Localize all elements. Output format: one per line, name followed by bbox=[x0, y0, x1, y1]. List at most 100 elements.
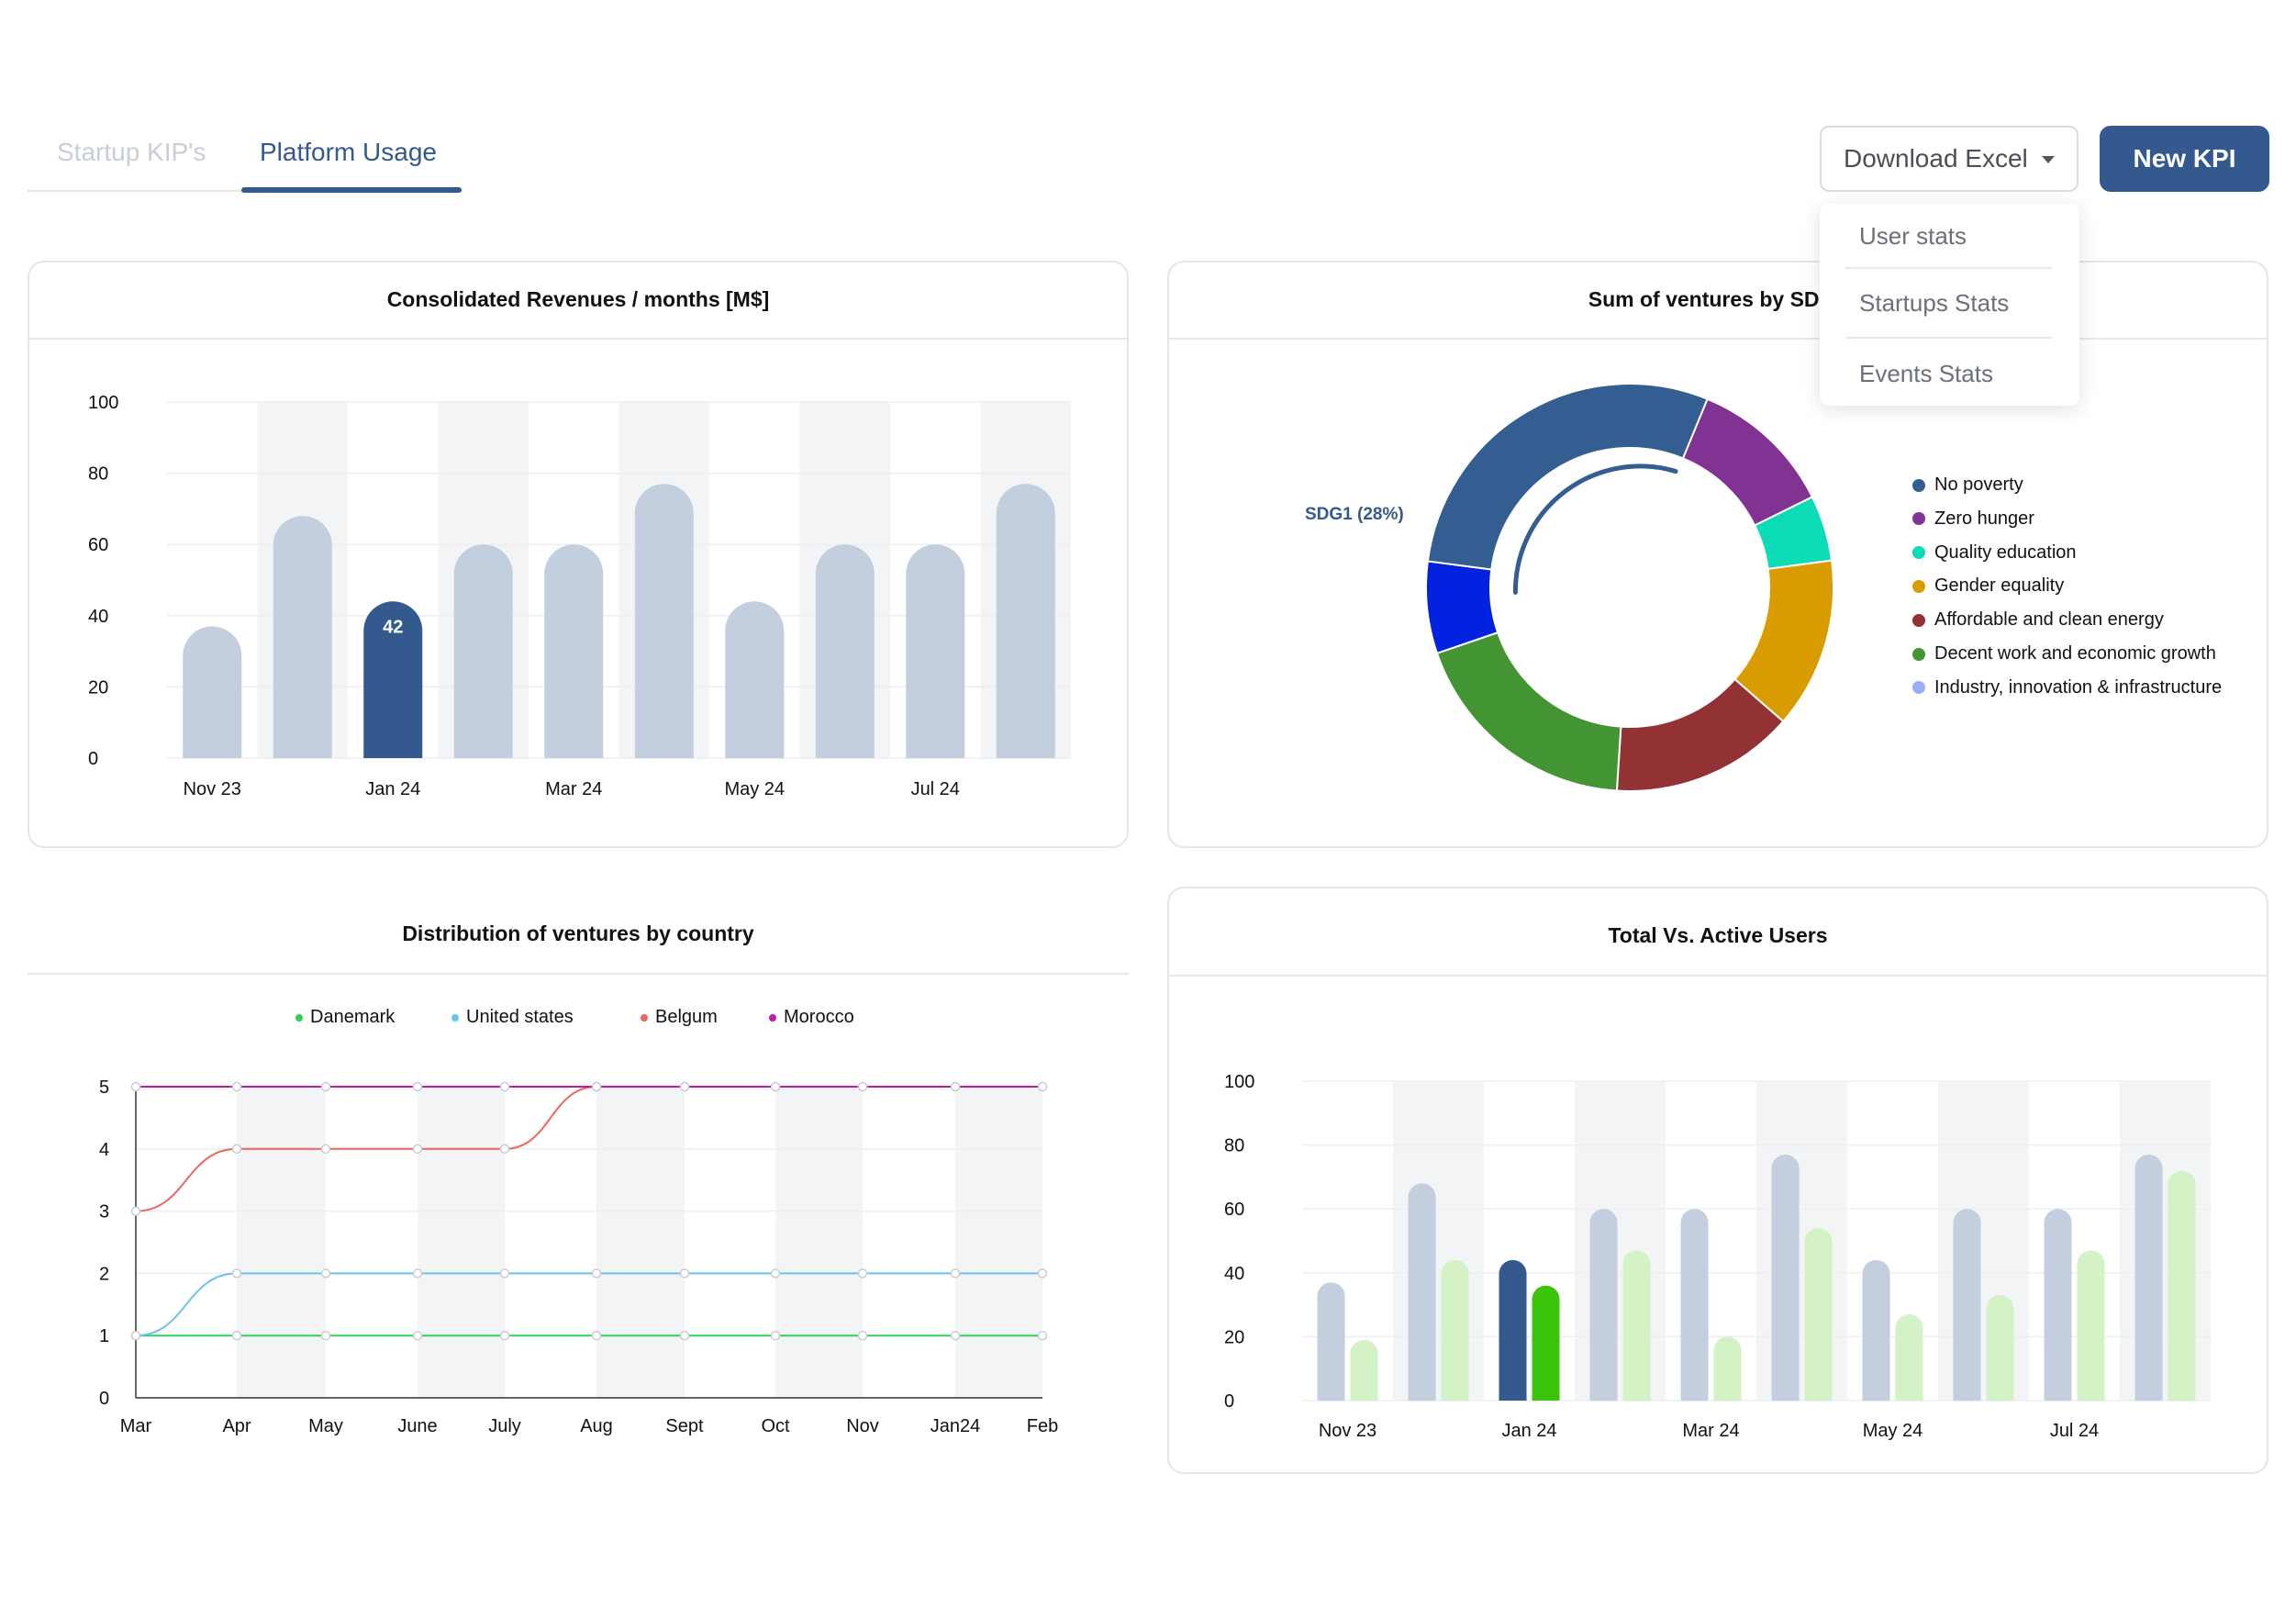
y-tick-label: 40 bbox=[1224, 1264, 1244, 1284]
x-tick-label: Jul 24 bbox=[911, 779, 960, 799]
active-users-bar bbox=[1713, 1336, 1742, 1401]
revenue-bar-chart: 0 20 40 60 80 100 42 Nov 23 Jan 24 Mar 24 May 24 Ju… bbox=[88, 393, 1071, 799]
menu-item-startups-stats[interactable]: Startups Stats bbox=[1859, 289, 2010, 317]
series-line bbox=[135, 1272, 1042, 1337]
band-shade bbox=[1393, 1081, 1484, 1401]
total-users-bar bbox=[1771, 1155, 1800, 1401]
card-header-divider bbox=[28, 973, 1129, 975]
card-header-divider bbox=[1169, 338, 2267, 340]
x-tick-label: Feb bbox=[1027, 1416, 1058, 1436]
menu-divider bbox=[1845, 337, 2052, 339]
band-shade bbox=[1756, 1081, 1847, 1401]
data-point bbox=[679, 1330, 690, 1341]
legend-swatch bbox=[451, 1013, 459, 1022]
total-users-bar bbox=[2044, 1209, 2072, 1401]
donut-slice bbox=[1426, 383, 1709, 571]
data-point bbox=[1037, 1330, 1048, 1341]
legend-item: Industry, innovation & infrastructure bbox=[1912, 677, 2222, 698]
legend-label: Zero hunger bbox=[1934, 508, 2034, 529]
revenue-bar bbox=[273, 516, 332, 758]
data-point bbox=[320, 1144, 331, 1155]
legend-swatch bbox=[769, 1013, 776, 1022]
total-users-bar bbox=[1862, 1259, 1890, 1401]
tab-startup-kips[interactable]: Startup KIP's bbox=[57, 138, 206, 166]
tab-platform-usage[interactable]: Platform Usage bbox=[260, 138, 437, 166]
legend-item: Affordable and clean energy bbox=[1912, 609, 2164, 631]
y-tick-label: 20 bbox=[1224, 1327, 1244, 1347]
total-users-bar bbox=[1680, 1209, 1709, 1401]
y-tick-label: 100 bbox=[88, 393, 118, 413]
band-shade bbox=[418, 1087, 505, 1398]
y-tick-label: 60 bbox=[88, 535, 108, 555]
data-point bbox=[499, 1081, 510, 1092]
x-tick-label: Nov 23 bbox=[184, 779, 241, 799]
active-tab-indicator bbox=[241, 187, 462, 193]
data-point bbox=[857, 1268, 868, 1279]
legend-item: Belgum bbox=[641, 1007, 718, 1028]
download-excel-button[interactable]: Download Excel bbox=[1820, 126, 2079, 192]
legend-swatch bbox=[1912, 579, 1925, 593]
y-tick-label: 80 bbox=[1224, 1136, 1244, 1156]
menu-item-events-stats[interactable]: Events Stats bbox=[1859, 360, 1993, 387]
x-tick-label: Apr bbox=[222, 1416, 251, 1436]
total-users-bar bbox=[1317, 1282, 1345, 1401]
active-users-bar bbox=[1622, 1250, 1651, 1401]
legend-swatch bbox=[1912, 546, 1925, 560]
x-tick-label: Nov bbox=[846, 1416, 879, 1436]
menu-item-user-stats[interactable]: User stats bbox=[1859, 222, 1967, 250]
revenue-bar bbox=[906, 544, 965, 758]
x-tick-label: Jul 24 bbox=[2050, 1421, 2099, 1441]
revenue-bar bbox=[544, 544, 604, 758]
legend-swatch bbox=[1912, 613, 1925, 627]
sdg-chart-title: Sum of ventures by SDGs bbox=[1588, 287, 1848, 311]
data-point bbox=[231, 1268, 242, 1279]
data-point bbox=[591, 1268, 602, 1279]
card-header-divider bbox=[1169, 975, 2267, 977]
y-tick-label: 0 bbox=[88, 749, 98, 769]
sdg-donut-chart bbox=[1425, 383, 1834, 792]
band-shade bbox=[775, 1087, 863, 1398]
legend-item: Morocco bbox=[769, 1007, 854, 1028]
active-users-bar bbox=[2077, 1250, 2105, 1401]
data-point bbox=[770, 1268, 781, 1279]
country-chart-title: Distribution of ventures by country bbox=[402, 921, 754, 945]
data-point bbox=[770, 1330, 781, 1341]
y-tick-label: 20 bbox=[88, 677, 108, 698]
data-point bbox=[1037, 1081, 1048, 1092]
data-point bbox=[679, 1268, 690, 1279]
legend-item: United states bbox=[451, 1007, 574, 1028]
legend-item: No poverty bbox=[1912, 475, 2023, 496]
y-tick-label: 1 bbox=[99, 1326, 109, 1346]
y-tick-label: 0 bbox=[1224, 1391, 1234, 1412]
band-shade bbox=[596, 1087, 685, 1398]
country-line-chart: 0 1 2 3 4 5 Mar Apr May June July Aug Sept Oct Nov Jan2… bbox=[99, 1078, 1058, 1436]
data-point bbox=[950, 1081, 961, 1092]
y-tick-label: 80 bbox=[88, 464, 108, 485]
total-users-bar bbox=[1953, 1209, 1981, 1401]
legend-label: Decent work and economic growth bbox=[1934, 643, 2216, 664]
active-users-bar bbox=[2168, 1170, 2196, 1401]
legend-swatch bbox=[1912, 478, 1925, 492]
data-point bbox=[130, 1330, 141, 1341]
y-tick-label: 0 bbox=[99, 1389, 109, 1409]
y-tick-label: 4 bbox=[99, 1140, 109, 1160]
data-point bbox=[499, 1268, 510, 1279]
new-kpi-button[interactable]: New KPI bbox=[2100, 126, 2269, 192]
country-chart-card: Distribution of ventures by country Dane… bbox=[28, 909, 1129, 1496]
legend-swatch bbox=[641, 1013, 648, 1022]
data-point bbox=[412, 1081, 423, 1092]
data-point bbox=[320, 1081, 331, 1092]
band-shade bbox=[237, 1087, 326, 1398]
legend-swatch bbox=[1912, 512, 1925, 526]
x-tick-label: Oct bbox=[761, 1416, 790, 1436]
revenue-bar bbox=[183, 626, 242, 758]
total-users-bar bbox=[1589, 1209, 1618, 1401]
data-point bbox=[130, 1081, 141, 1092]
y-tick-label: 40 bbox=[88, 607, 108, 627]
active-users-bar bbox=[1441, 1259, 1469, 1401]
donut-slice bbox=[1435, 631, 1622, 792]
legend-item: Zero hunger bbox=[1912, 508, 2034, 530]
active-users-bar bbox=[1350, 1339, 1378, 1401]
users-chart-title: Total Vs. Active Users bbox=[1608, 923, 1828, 947]
band-shade bbox=[1938, 1081, 2029, 1401]
